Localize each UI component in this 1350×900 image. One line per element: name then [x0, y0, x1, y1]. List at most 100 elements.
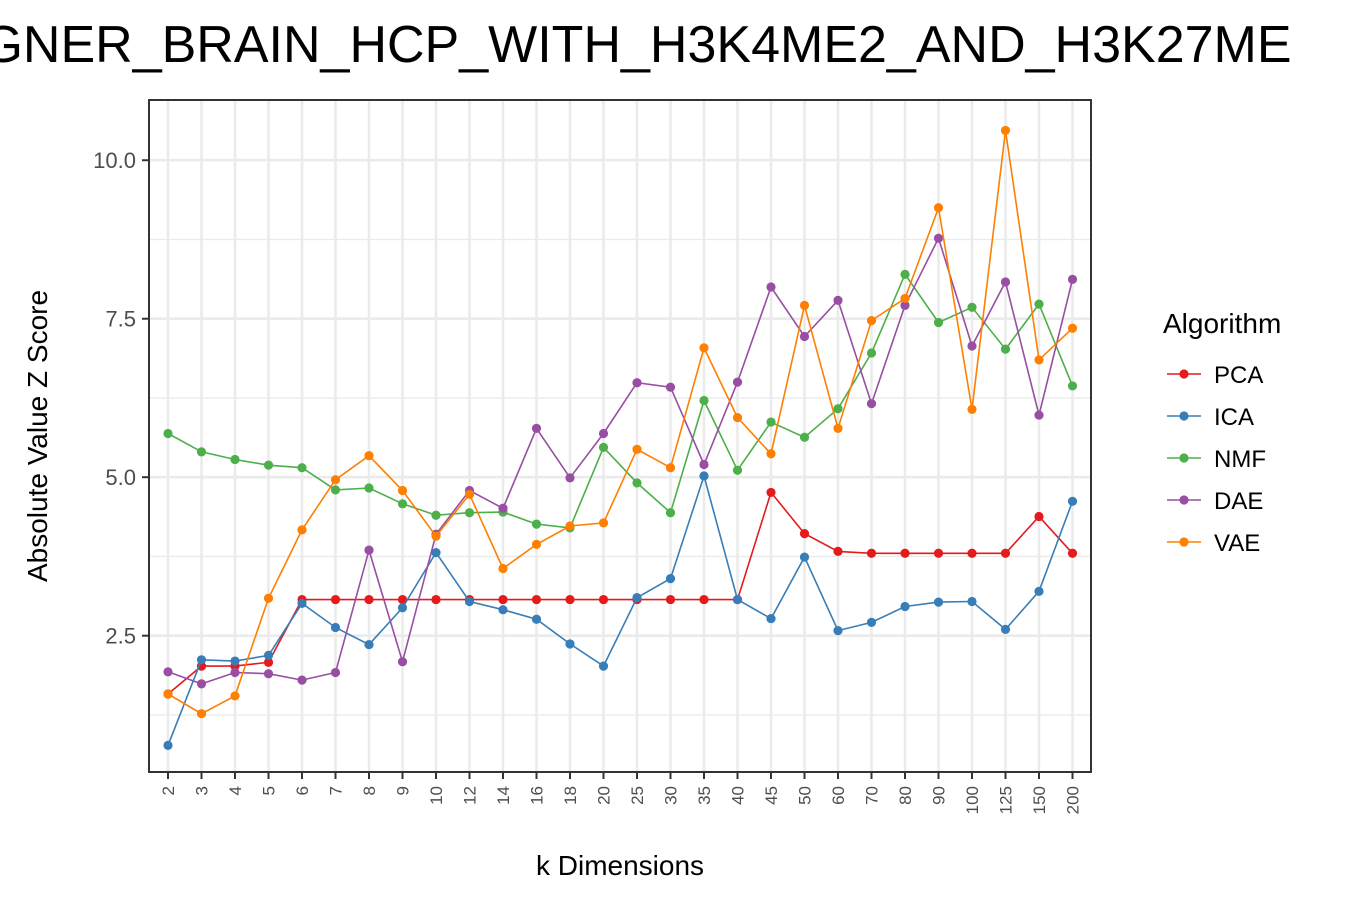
data-point [799, 529, 810, 539]
data-point [866, 399, 877, 409]
data-point [598, 661, 609, 671]
data-point [364, 594, 374, 605]
data-point [967, 404, 977, 414]
y-tick-label: 7.5 [105, 307, 136, 332]
legend-item-vae: VAE [1167, 530, 1260, 557]
data-point [464, 508, 475, 518]
data-point [766, 487, 776, 498]
x-tick-label: 30 [662, 786, 681, 805]
data-point [766, 613, 776, 624]
data-point [699, 395, 709, 406]
data-point [833, 626, 843, 636]
data-point [598, 518, 609, 528]
data-point [799, 432, 810, 442]
x-tick-label: 4 [226, 786, 245, 795]
data-point [665, 382, 676, 392]
legend-label: VAE [1214, 530, 1260, 557]
data-point [297, 598, 307, 608]
data-point [230, 454, 240, 465]
data-point [900, 601, 910, 612]
y-tick-label: 2.5 [105, 624, 136, 649]
data-point [1067, 381, 1078, 391]
x-tick-label: 45 [762, 786, 781, 805]
data-point [632, 593, 642, 603]
x-tick-label: 40 [729, 786, 748, 805]
x-tick-label: 50 [796, 786, 815, 805]
y-axis-title: Absolute Value Z Score [22, 290, 53, 582]
data-point [866, 348, 877, 358]
legend-item-nmf: NMF [1167, 446, 1266, 473]
x-tick-label: 14 [494, 786, 513, 805]
data-point [1000, 548, 1011, 558]
data-point [364, 451, 374, 461]
data-point [967, 548, 977, 558]
legend-key-point [1179, 453, 1189, 463]
x-tick-label: 70 [863, 786, 882, 805]
data-point [498, 594, 508, 605]
data-point [565, 521, 575, 531]
data-point [1067, 274, 1078, 285]
data-point [1034, 355, 1044, 365]
legend-key-point [1179, 411, 1189, 421]
data-point [967, 302, 977, 312]
data-point [699, 471, 709, 481]
series-line [167, 473, 1074, 746]
x-tick-label: 16 [528, 786, 547, 805]
data-point [1067, 323, 1078, 333]
data-point [397, 657, 408, 667]
x-tick-label: 8 [360, 786, 379, 795]
data-point [498, 503, 508, 513]
data-point [397, 594, 408, 605]
data-point [498, 605, 508, 615]
data-point [900, 548, 910, 558]
x-tick-label: 200 [1064, 786, 1083, 814]
data-point [766, 282, 776, 292]
data-point [933, 317, 944, 328]
x-tick-label: 60 [829, 786, 848, 805]
data-point [933, 548, 944, 558]
minor-gridlines [149, 238, 1091, 716]
data-point [196, 655, 207, 665]
data-point [900, 269, 910, 279]
x-tick-label: 18 [561, 786, 580, 805]
data-point [766, 449, 776, 459]
data-point [665, 463, 676, 473]
data-point [1000, 277, 1011, 287]
data-point [263, 657, 274, 667]
data-point [464, 596, 475, 607]
data-point [565, 594, 575, 605]
data-point [364, 483, 374, 493]
series-line [167, 236, 1074, 685]
legend: Algorithm PCA ICA NMF DAE VAE [1163, 308, 1281, 557]
panel-border [148, 99, 1092, 773]
data-point [330, 667, 341, 678]
data-point [833, 404, 843, 414]
data-point [665, 594, 676, 605]
data-point [933, 203, 944, 213]
data-point [431, 548, 441, 558]
x-tick-label: 2 [159, 786, 178, 795]
data-point [1000, 624, 1011, 634]
data-point [163, 667, 173, 677]
x-tick-label: 80 [896, 786, 915, 805]
chart-title-text: GNER_BRAIN_HCP_WITH_H3K4ME2_AND_H3K27ME [0, 16, 1292, 74]
data-point [1034, 299, 1044, 309]
data-point [598, 428, 609, 439]
data-point [364, 639, 374, 650]
series-line [167, 130, 1074, 715]
legend-item-ica: ICA [1167, 404, 1254, 431]
y-tick-label: 10.0 [93, 148, 136, 173]
data-point [263, 669, 274, 679]
data-point [933, 233, 944, 243]
x-tick-label: 9 [394, 786, 413, 795]
legend-title: Algorithm [1163, 308, 1281, 339]
x-tick-label: 100 [963, 786, 982, 814]
data-point [230, 691, 240, 701]
legend-key-point [1179, 537, 1189, 547]
data-point [933, 597, 944, 607]
data-point [196, 709, 207, 719]
data-point [330, 622, 341, 633]
x-tick-label: 35 [695, 786, 714, 805]
x-tick-label: 10 [427, 786, 446, 805]
